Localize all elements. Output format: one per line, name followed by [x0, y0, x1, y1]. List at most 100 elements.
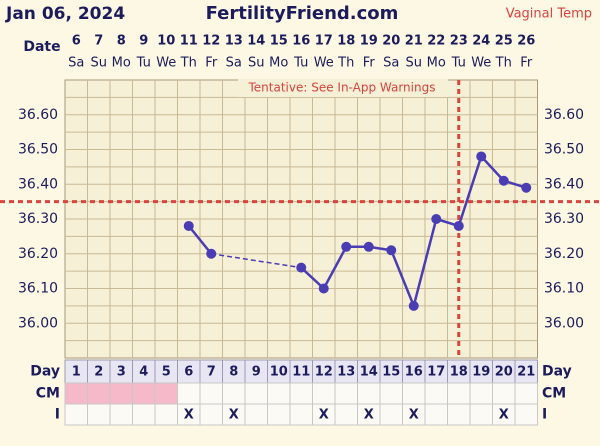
site-title: FertilityFriend.com	[206, 3, 399, 24]
y-tick-label: 36.60	[544, 107, 584, 123]
i-cell	[289, 403, 313, 426]
cm-cell	[87, 382, 111, 405]
row-label: CM	[36, 386, 60, 402]
date-label: 13	[225, 34, 243, 49]
cm-cell	[267, 382, 291, 405]
date-label: 9	[139, 34, 148, 49]
weekday-label: We	[471, 56, 491, 71]
temp-point	[431, 214, 442, 224]
temp-type: Vaginal Temp	[506, 7, 592, 22]
weekday-label: We	[156, 56, 176, 71]
y-tick-label: 36.10	[18, 281, 58, 297]
date-label: 8	[117, 34, 126, 49]
i-cell	[199, 403, 223, 426]
weekday-label: Fr	[363, 56, 376, 71]
date-label: 12	[202, 34, 220, 49]
day-label: 3	[117, 365, 126, 380]
y-tick-label: 36.20	[18, 246, 58, 262]
row-label: CM	[542, 386, 566, 402]
cm-cell	[379, 382, 403, 405]
date-label: 22	[427, 34, 445, 49]
i-cell	[64, 403, 88, 426]
temp-point	[296, 262, 307, 273]
date-label: 10	[157, 34, 175, 49]
day-label: 2	[94, 365, 103, 380]
y-tick-label: 36.00	[18, 315, 58, 331]
day-label: 12	[315, 365, 333, 380]
i-cell	[87, 403, 111, 426]
day-label: 16	[405, 365, 423, 380]
weekday-label: Th	[337, 56, 354, 71]
cm-cell	[312, 382, 336, 405]
cm-cell	[402, 382, 426, 405]
cm-cell	[64, 382, 88, 405]
temp-point	[476, 151, 487, 162]
date-label: 26	[517, 34, 535, 49]
day-label: 20	[495, 365, 513, 380]
temp-point	[498, 175, 509, 186]
date-label: 18	[337, 34, 355, 49]
i-cell	[379, 403, 403, 426]
cm-cell	[357, 382, 381, 405]
intercourse-mark: X	[409, 408, 419, 423]
i-cell	[109, 403, 133, 426]
temp-point	[363, 241, 374, 252]
day-label: 11	[292, 365, 310, 380]
row-label: Day	[30, 364, 60, 380]
cm-cell	[447, 382, 471, 405]
day-label: 5	[162, 365, 171, 380]
weekday-label: Su	[406, 56, 423, 71]
cm-cell	[492, 382, 516, 405]
date-label: 17	[315, 34, 333, 49]
cm-cell	[289, 382, 313, 405]
cm-cell	[154, 382, 178, 405]
cm-cell	[132, 382, 156, 405]
day-label: 19	[472, 365, 490, 380]
date-label: 24	[472, 34, 490, 49]
y-tick-label: 36.50	[18, 142, 58, 158]
day-label: 7	[207, 365, 216, 380]
intercourse-mark: X	[319, 408, 329, 423]
y-tick-label: 36.40	[18, 176, 58, 192]
weekday-label: Sa	[226, 56, 242, 71]
date-label: 16	[292, 34, 310, 49]
y-tick-label: 36.60	[18, 107, 58, 123]
temp-point	[318, 283, 329, 294]
y-tick-label: 36.30	[18, 211, 58, 227]
weekday-label: Mo	[112, 56, 131, 71]
gap-connector	[211, 253, 302, 269]
i-cell	[334, 403, 358, 426]
cm-cell	[244, 382, 268, 405]
weekday-label: Sa	[383, 56, 399, 71]
chart-date: Jan 06, 2024	[5, 4, 125, 24]
temp-point	[183, 220, 194, 231]
weekday-label: Fr	[205, 56, 218, 71]
weekday-label: Tu	[451, 56, 466, 71]
y-tick-label: 36.20	[544, 246, 584, 262]
annotation: Tentative: See In-App Warnings	[248, 81, 436, 95]
weekday-label: Su	[91, 56, 108, 71]
i-cell	[514, 403, 538, 426]
i-cell	[154, 403, 178, 426]
y-tick-label: 36.30	[544, 211, 584, 227]
day-label: 21	[517, 365, 535, 380]
day-label: 17	[427, 365, 445, 380]
cm-cell	[109, 382, 133, 405]
temp-point	[386, 245, 397, 256]
day-label: 1	[72, 365, 81, 380]
date-label: 15	[270, 34, 288, 49]
temp-line	[187, 225, 213, 255]
row-label: I	[542, 407, 547, 423]
date-label: 21	[405, 34, 423, 49]
cm-cell	[469, 382, 493, 405]
weekday-label: Su	[248, 56, 265, 71]
intercourse-mark: X	[499, 408, 509, 423]
date-label: 11	[180, 34, 198, 49]
day-label: 18	[450, 365, 468, 380]
cm-cell	[424, 382, 448, 405]
day-label: 6	[184, 365, 193, 380]
y-tick-label: 36.40	[544, 176, 584, 192]
date-label: 19	[360, 34, 378, 49]
